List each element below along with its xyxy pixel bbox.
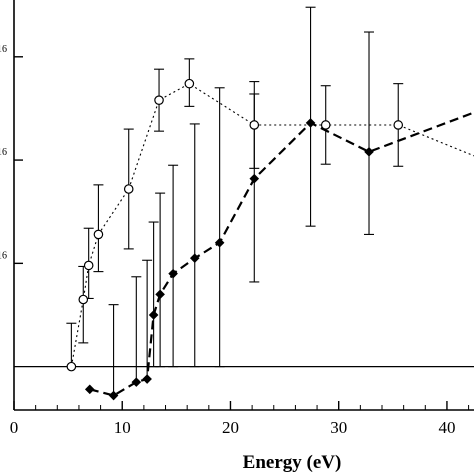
data-point-circle bbox=[154, 95, 164, 105]
axis-ticks: 0 10 20 30 40 16 16 16 bbox=[0, 44, 470, 437]
data-point-diamond bbox=[189, 253, 200, 263]
y-tick-label-3: 16 bbox=[0, 44, 7, 55]
y-tick-label-1: 16 bbox=[0, 250, 7, 261]
data-point-diamond bbox=[364, 147, 374, 157]
data-point-circle bbox=[66, 361, 77, 372]
plot-frame bbox=[13, 0, 474, 411]
series-line-1 bbox=[70, 83, 474, 367]
data-point-diamond bbox=[214, 237, 225, 248]
data-point-diamond bbox=[155, 289, 165, 300]
data-point-circle bbox=[123, 184, 134, 194]
data-point-diamond bbox=[148, 310, 159, 320]
data-point-diamond bbox=[249, 173, 260, 184]
data-point-circle bbox=[320, 120, 331, 130]
series-lines bbox=[70, 83, 474, 397]
data-point-circle bbox=[184, 78, 195, 89]
data-point-circle bbox=[83, 260, 94, 271]
x-tick-label-30: 30 bbox=[330, 418, 347, 437]
data-point-diamond bbox=[131, 377, 142, 387]
data-point-diamond bbox=[84, 384, 95, 395]
data-point-diamond bbox=[168, 268, 178, 279]
data-point-circle bbox=[78, 294, 89, 305]
data-point-diamond bbox=[305, 118, 316, 128]
x-tick-label-0: 0 bbox=[10, 418, 19, 437]
x-tick-label-40: 40 bbox=[438, 418, 455, 437]
x-axis-label: Energy (eV) bbox=[243, 452, 342, 473]
data-point-circle bbox=[393, 120, 404, 130]
error-bars bbox=[66, 6, 404, 396]
series-markers bbox=[66, 78, 404, 401]
data-point-diamond bbox=[142, 374, 152, 384]
data-point-circle bbox=[249, 120, 260, 130]
y-tick-label-2: 16 bbox=[0, 147, 7, 158]
data-point-diamond bbox=[108, 390, 119, 401]
x-tick-label-10: 10 bbox=[114, 418, 131, 437]
data-point-circle bbox=[93, 229, 104, 240]
x-tick-label-20: 20 bbox=[222, 418, 239, 437]
